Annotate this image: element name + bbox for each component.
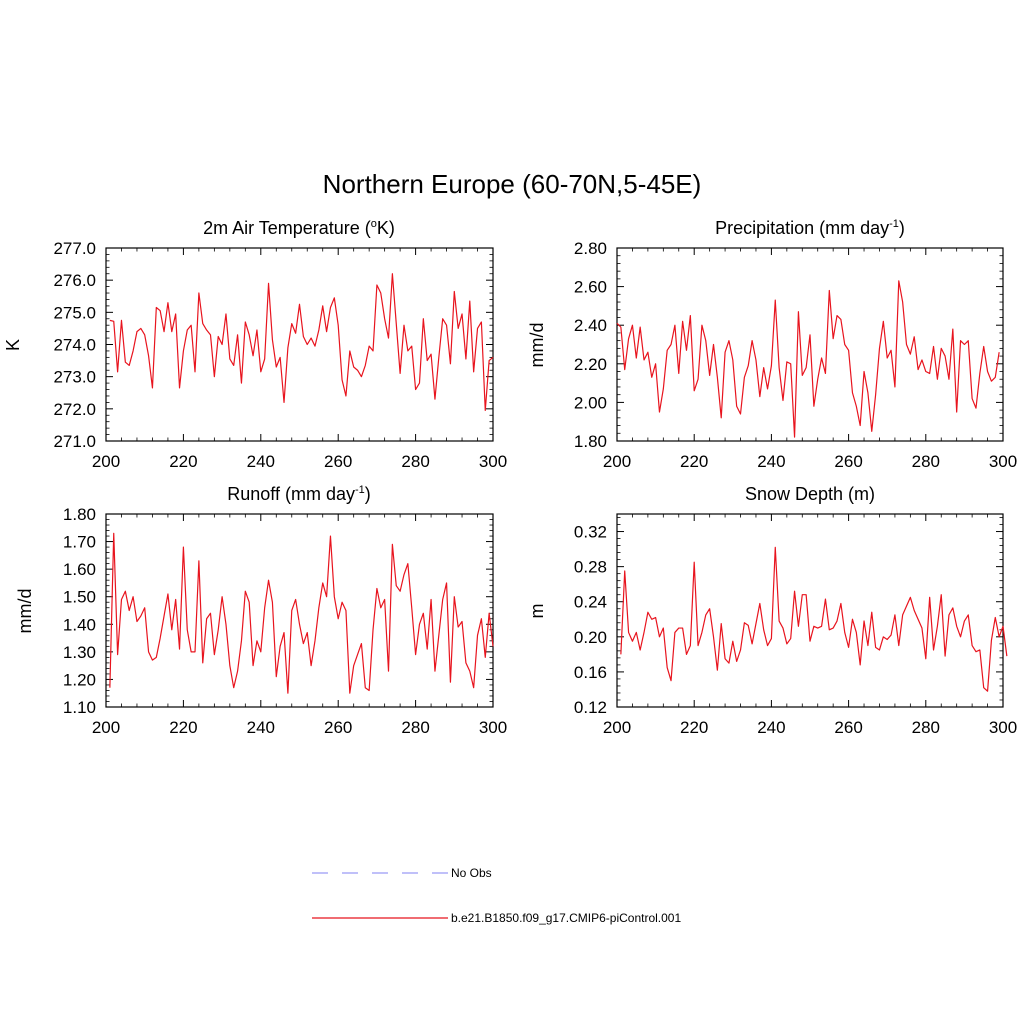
y-axis-label: mm/d bbox=[15, 589, 35, 634]
x-tick-label: 220 bbox=[680, 718, 708, 737]
y-tick-label: 0.12 bbox=[574, 698, 607, 717]
y-tick-label: 2.80 bbox=[574, 239, 607, 258]
panel-title-superscript: -1 bbox=[355, 484, 365, 496]
y-tick-label: 2.60 bbox=[574, 278, 607, 297]
x-tick-label: 280 bbox=[912, 452, 940, 471]
series-line bbox=[620, 546, 1008, 692]
panel-title-tail: ) bbox=[899, 218, 905, 238]
y-tick-label: 277.0 bbox=[53, 239, 96, 258]
x-tick-label: 200 bbox=[92, 718, 120, 737]
y-tick-label: 272.0 bbox=[53, 400, 96, 419]
panel-title-main: Precipitation (mm day bbox=[715, 218, 889, 238]
y-tick-label: 0.16 bbox=[574, 663, 607, 682]
y-tick-label: 0.24 bbox=[574, 593, 607, 612]
plot-frame bbox=[616, 513, 1004, 708]
x-tick-label: 300 bbox=[989, 718, 1017, 737]
x-tick-label: 220 bbox=[169, 718, 197, 737]
panel-title: 2m Air Temperature (oK) bbox=[203, 218, 395, 238]
panel-title-superscript: o bbox=[371, 218, 377, 230]
panel-title: Runoff (mm day-1) bbox=[227, 484, 371, 504]
y-tick-label: 274.0 bbox=[53, 336, 96, 355]
panel-title-main: Snow Depth (m) bbox=[745, 484, 875, 504]
x-tick-label: 240 bbox=[247, 452, 275, 471]
panel-air-temperature: 2m Air Temperature (oK) K 200 220 240 260 28… bbox=[3, 218, 507, 471]
panel-precipitation: Precipitation (mm day-1) mm/d 200 220 240 2… bbox=[527, 218, 1017, 471]
y-tick-label: 1.20 bbox=[63, 670, 96, 689]
y-tick-label: 271.0 bbox=[53, 432, 96, 451]
x-tick-label: 280 bbox=[401, 452, 429, 471]
y-tick-label: 1.80 bbox=[574, 432, 607, 451]
x-tick-label: 200 bbox=[603, 452, 631, 471]
x-tick-label: 280 bbox=[401, 718, 429, 737]
x-tick-label: 240 bbox=[757, 718, 785, 737]
panel-snow-depth: Snow Depth (m) m 200 220 240 260 280 300 0.12 0… bbox=[527, 484, 1017, 737]
series-line bbox=[109, 532, 494, 694]
x-tick-label: 220 bbox=[169, 452, 197, 471]
panel-title-superscript: -1 bbox=[889, 218, 899, 230]
y-tick-label: 2.00 bbox=[574, 393, 607, 412]
y-tick-label: 1.70 bbox=[63, 533, 96, 552]
y-tick-label: 1.30 bbox=[63, 643, 96, 662]
legend-obs-label: No Obs bbox=[451, 866, 492, 880]
panel-title-main: 2m Air Temperature ( bbox=[203, 218, 371, 238]
x-tick-label: 200 bbox=[92, 452, 120, 471]
x-tick-label: 260 bbox=[324, 718, 352, 737]
panel-title-main: Runoff (mm day bbox=[227, 484, 355, 504]
y-tick-label: 273.0 bbox=[53, 368, 96, 387]
y-tick-label: 1.10 bbox=[63, 698, 96, 717]
y-tick-label: 1.80 bbox=[63, 505, 96, 524]
x-tick-label: 300 bbox=[989, 452, 1017, 471]
panel-title: Snow Depth (m) bbox=[745, 484, 875, 504]
y-tick-label: 2.20 bbox=[574, 355, 607, 374]
x-tick-label: 260 bbox=[324, 452, 352, 471]
y-axis-label: mm/d bbox=[527, 323, 547, 368]
y-tick-label: 2.40 bbox=[574, 316, 607, 335]
x-tick-label: 280 bbox=[912, 718, 940, 737]
panel-title-tail: ) bbox=[365, 484, 371, 504]
y-tick-label: 0.28 bbox=[574, 558, 607, 577]
series-line bbox=[109, 273, 494, 412]
plot-frame bbox=[616, 247, 1004, 442]
x-tick-label: 300 bbox=[479, 718, 507, 737]
y-tick-label: 1.60 bbox=[63, 560, 96, 579]
plot-frame bbox=[105, 513, 494, 708]
y-axis-label: K bbox=[3, 339, 23, 351]
y-axis-label: m bbox=[527, 604, 547, 619]
panel-title-tail: K) bbox=[377, 218, 395, 238]
x-tick-label: 260 bbox=[834, 718, 862, 737]
legend-model-label: b.e21.B1850.f09_g17.CMIP6-piControl.001 bbox=[451, 911, 681, 925]
y-tick-label: 0.32 bbox=[574, 523, 607, 542]
series-line bbox=[616, 280, 1000, 438]
legend: No Obs b.e21.B1850.f09_g17.CMIP6-piContr… bbox=[312, 866, 681, 925]
figure-title: Northern Europe (60-70N,5-45E) bbox=[323, 169, 702, 199]
y-tick-label: 0.20 bbox=[574, 628, 607, 647]
y-tick-label: 275.0 bbox=[53, 303, 96, 322]
x-tick-label: 240 bbox=[247, 718, 275, 737]
y-tick-label: 1.40 bbox=[63, 615, 96, 634]
y-tick-label: 276.0 bbox=[53, 271, 96, 290]
y-tick-label: 1.50 bbox=[63, 588, 96, 607]
panel-title: Precipitation (mm day-1) bbox=[715, 218, 905, 238]
x-tick-label: 300 bbox=[479, 452, 507, 471]
x-tick-label: 200 bbox=[603, 718, 631, 737]
x-tick-label: 260 bbox=[834, 452, 862, 471]
panel-runoff: Runoff (mm day-1) mm/d 200 220 240 260 280 30… bbox=[15, 484, 507, 737]
x-tick-label: 240 bbox=[757, 452, 785, 471]
x-tick-label: 220 bbox=[680, 452, 708, 471]
